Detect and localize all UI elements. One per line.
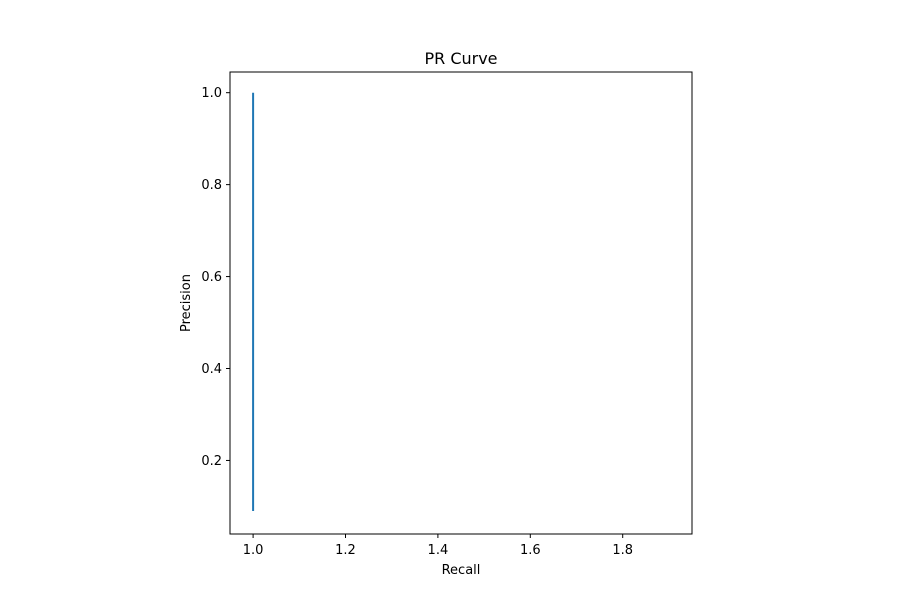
ticks-layer: 1.0 1.2 1.4 1.6 1.8 0.2 0.4 0.6 0.8 1.0 (201, 86, 633, 558)
y-tick-label: 0.2 (201, 454, 222, 469)
y-tick-label: 0.4 (201, 362, 222, 377)
y-tick-label: 0.8 (201, 178, 222, 193)
y-tick-label: 0.6 (201, 270, 222, 285)
y-axis-label: Precision (179, 274, 194, 332)
x-tick-label: 1.4 (428, 543, 449, 558)
chart-title: PR Curve (424, 49, 497, 68)
y-tick-label: 1.0 (201, 86, 222, 101)
x-tick-label: 1.8 (612, 543, 633, 558)
x-axis-label: Recall (442, 563, 481, 578)
plot-frame (229, 71, 693, 535)
x-tick-label: 1.2 (335, 543, 356, 558)
x-tick-label: 1.0 (243, 543, 264, 558)
x-tick-label: 1.6 (520, 543, 541, 558)
